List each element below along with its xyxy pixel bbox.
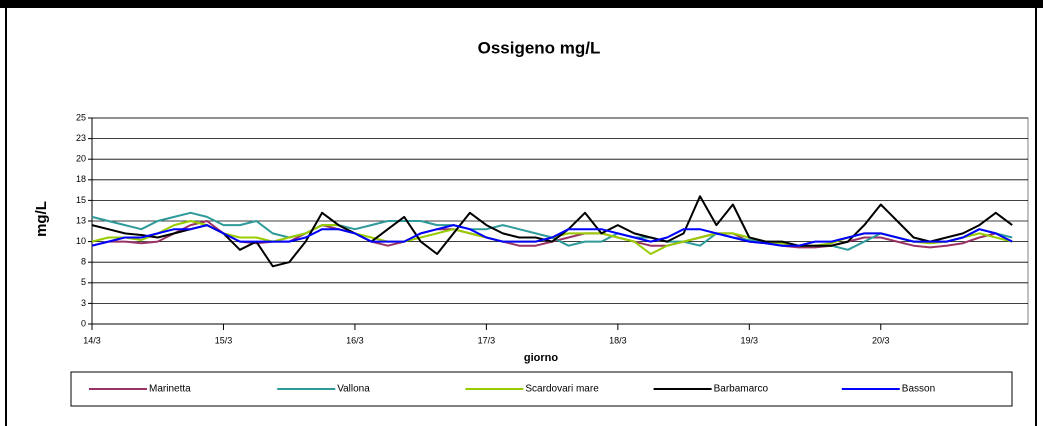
x-tick-label: 20/3 (872, 335, 890, 345)
series-line (91, 195, 1013, 268)
x-tick-label: 15/3 (215, 335, 233, 345)
y-tick-label: 0 (81, 318, 86, 328)
x-tick-label: 19/3 (741, 335, 759, 345)
y-tick-label: 23 (76, 133, 86, 143)
y-axis-label: mg/L (33, 201, 50, 237)
y-tick-label: 10 (76, 236, 86, 246)
x-tick-label: 18/3 (609, 335, 627, 345)
legend-box (70, 371, 1013, 407)
x-tick-label: 14/3 (83, 335, 101, 345)
chart-title: Ossigeno mg/L (478, 38, 601, 57)
legend-label: Basson (902, 384, 935, 395)
x-tick-label: 16/3 (346, 335, 364, 345)
y-tick-label: 18 (76, 174, 86, 184)
legend-label: Marinetta (149, 384, 191, 395)
legend-label: Vallona (337, 384, 370, 395)
y-tick-label: 15 (76, 195, 86, 205)
series-line (91, 224, 1013, 247)
x-tick-label: 17/3 (478, 335, 496, 345)
legend-label: Scardovari mare (525, 384, 599, 395)
y-tick-label: 20 (76, 154, 86, 164)
y-tick-label: 25 (76, 112, 86, 122)
x-axis-label: giorno (524, 352, 558, 364)
y-tick-label: 5 (81, 277, 86, 287)
y-tick-label: 8 (81, 257, 86, 267)
legend-label: Barbamarco (714, 384, 769, 395)
y-tick-label: 3 (81, 298, 86, 308)
y-tick-label: 13 (76, 215, 86, 225)
